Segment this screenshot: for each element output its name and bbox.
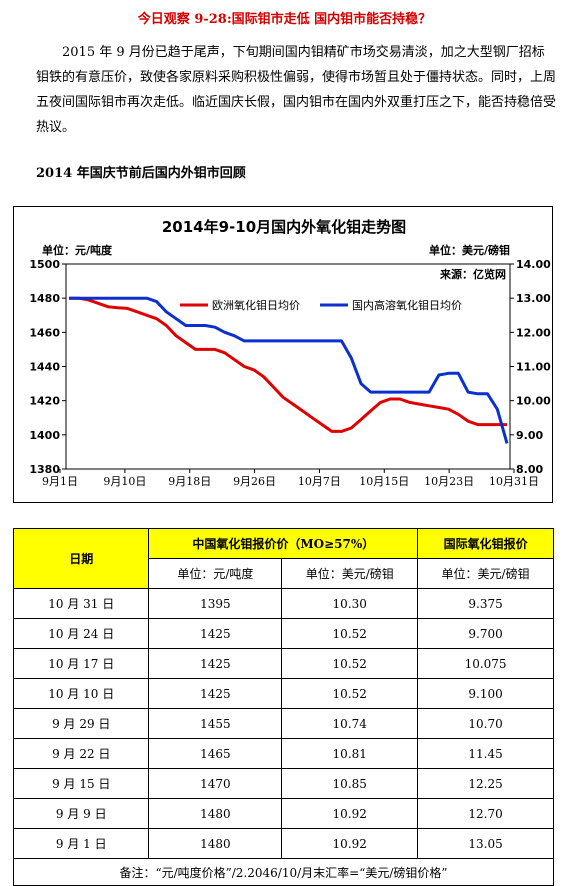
left-tick-label: 1440: [29, 361, 60, 374]
left-tick-label: 1480: [29, 292, 60, 305]
header-date: 日期: [12, 528, 150, 589]
cell-cny: 1395: [148, 588, 283, 619]
table-header-row: 日期 中国氧化钼报价价（MO≥57%） 国际氧化钼报价: [12, 528, 554, 589]
right-tick-label: 8.00: [516, 463, 543, 476]
left-tick-label: 1420: [29, 395, 60, 408]
x-tick-label: 9月10日: [103, 475, 146, 488]
series-line-1: [69, 296, 507, 433]
cell-usd: 10.85: [281, 768, 419, 799]
table-note: 备注：“元/吨度价格”/2.2046/10/月末汇率=“美元/磅钼价格”: [13, 858, 554, 886]
x-tick-label: 10月15日: [359, 475, 409, 488]
x-tick-label: 10月7日: [298, 475, 341, 488]
cell-usd: 10.52: [281, 678, 419, 709]
table-row: 10 月 17 日 1425 10.52 10.075: [12, 648, 554, 679]
cell-cny: 1425: [148, 618, 283, 649]
x-tick-label: 10月31日: [489, 475, 539, 488]
cell-cny: 1470: [148, 768, 283, 799]
x-tick-label: 9月1日: [42, 475, 78, 488]
cell-date: 9 月 29 日: [12, 708, 150, 739]
right-unit-label: 单位：美元/磅钼: [429, 243, 510, 257]
cell-date: 9 月 1 日: [12, 828, 150, 859]
cell-usd: 10.30: [281, 588, 419, 619]
x-tick-label: 9月26日: [233, 475, 276, 488]
table-row: 9 月 1 日 1480 10.92 13.05: [12, 828, 554, 859]
section-title: 2014 年国庆节前后国内外钼市回顾: [36, 166, 246, 181]
right-tick-label: 13.00: [516, 292, 551, 305]
legend-label-1: 欧洲氧化钼日均价: [212, 298, 300, 312]
left-unit-label: 单位：元/吨度: [42, 243, 113, 257]
unit-cn: 单位：元/吨度: [148, 558, 283, 589]
cell-cny: 1425: [148, 678, 283, 709]
cell-usd: 10.92: [281, 828, 419, 859]
cell-cny: 1465: [148, 738, 283, 769]
cell-date: 10 月 17 日: [12, 648, 150, 679]
cell-intl: 9.700: [417, 618, 554, 649]
left-tick-label: 1500: [29, 258, 60, 271]
unit-intl: 单位：美元/磅钼: [417, 558, 554, 589]
cell-cny: 1480: [148, 828, 283, 859]
article-paragraph: 2015 年 9 月份已趋于尾声，下旬期间国内钼精矿市场交易清淡，加之大型钢厂招…: [36, 45, 557, 135]
left-tick-label: 1380: [29, 463, 60, 476]
price-table: 日期 中国氧化钼报价价（MO≥57%） 国际氧化钼报价 单位：元/吨度 单位：美…: [12, 528, 554, 886]
cell-intl: 13.05: [417, 828, 554, 859]
cell-intl: 10.70: [417, 708, 554, 739]
cell-date: 10 月 31 日: [12, 588, 150, 619]
table-unit-row: 单位：元/吨度 单位：美元/磅钼 单位：美元/磅钼: [14, 558, 554, 589]
table-row: 10 月 31 日 1395 10.30 9.375: [12, 588, 554, 619]
unit-usd: 单位：美元/磅钼: [281, 558, 419, 589]
right-tick-label: 14.00: [516, 258, 551, 271]
table-note-row: 备注：“元/吨度价格”/2.2046/10/月末汇率=“美元/磅钼价格”: [13, 858, 554, 886]
cell-intl: 9.100: [417, 678, 554, 709]
cell-intl: 12.25: [417, 768, 554, 799]
cell-intl: 11.45: [417, 738, 554, 769]
plot-area: [65, 263, 511, 470]
header-cn: 中国氧化钼报价价（MO≥57%）: [148, 528, 419, 559]
right-tick-label: 11.00: [516, 361, 551, 374]
series-line-2: [69, 296, 509, 444]
right-tick-label: 10.00: [516, 395, 551, 408]
cell-usd: 10.92: [281, 798, 419, 829]
cell-date: 9 月 22 日: [12, 738, 150, 769]
cell-usd: 10.52: [281, 618, 419, 649]
left-tick-label: 1400: [29, 429, 60, 442]
cell-cny: 1480: [148, 798, 283, 829]
table-row: 10 月 10 日 1425 10.52 9.100: [12, 678, 554, 709]
cell-intl: 10.075: [417, 648, 554, 679]
table-row: 9 月 22 日 1465 10.81 11.45: [12, 738, 554, 769]
table-row: 9 月 9 日 1480 10.92 12.70: [12, 798, 554, 829]
cell-date: 10 月 24 日: [12, 618, 150, 649]
x-tick-label: 10月23日: [424, 475, 474, 488]
cell-usd: 10.52: [281, 648, 419, 679]
cell-date: 9 月 15 日: [12, 768, 150, 799]
article-title: 今日观察 9-28:国际钼市走低 国内钼市能否持稳？: [137, 12, 432, 27]
right-tick-label: 12.00: [516, 326, 551, 339]
cell-cny: 1425: [148, 648, 283, 679]
chart-container: 2014年9-10月国内外氧化钼走势图单位：元/吨度 单位：美元/磅钼 来源：亿览网…: [13, 206, 553, 503]
right-tick-label: 9.00: [516, 429, 543, 442]
header-intl: 国际氧化钼报价: [417, 528, 554, 559]
table-row: 10 月 24 日 1425 10.52 9.700: [12, 618, 554, 649]
legend-label-2: 国内高溶氧化钼日均价: [352, 298, 462, 312]
x-tick-label: 9月18日: [168, 475, 211, 488]
cell-usd: 10.74: [281, 708, 419, 739]
cell-intl: 12.70: [417, 798, 554, 829]
source-label: 来源：亿览网: [439, 267, 506, 281]
cell-date: 10 月 10 日: [12, 678, 150, 709]
cell-cny: 1455: [148, 708, 283, 739]
table-row: 9 月 29 日 1455 10.74 10.70: [12, 708, 554, 739]
cell-usd: 10.81: [281, 738, 419, 769]
cell-intl: 9.375: [417, 588, 554, 619]
table-row: 9 月 15 日 1470 10.85 12.25: [12, 768, 554, 799]
chart-title: 2014年9-10月国内外氧化钼走势图: [162, 218, 406, 236]
left-tick-label: 1460: [29, 326, 60, 339]
cell-date: 9 月 9 日: [12, 798, 150, 829]
